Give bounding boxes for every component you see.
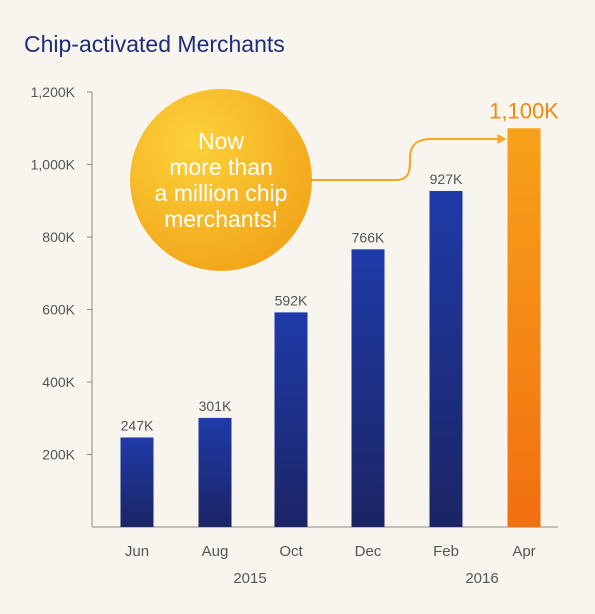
- year-label: 2015: [233, 570, 266, 587]
- bars: [120, 128, 541, 527]
- data-labels: 247K 301K 592K 766K 927K 1,100K: [121, 98, 560, 433]
- callout-text-line: more than: [169, 154, 273, 180]
- callout-text-line: Now: [198, 128, 244, 154]
- data-label: 1,100K: [489, 98, 559, 123]
- y-tick-label: 200K: [42, 447, 75, 463]
- callout-arrow-line: [309, 138, 504, 181]
- x-tick-label: Dec: [355, 543, 382, 560]
- y-tick-label: 1,000K: [31, 157, 76, 173]
- year-label: 2016: [465, 570, 498, 587]
- callout-bubble: [130, 89, 312, 271]
- y-tick-label: 800K: [42, 229, 75, 245]
- bar-feb: [429, 190, 463, 527]
- data-label: 592K: [275, 292, 308, 308]
- data-label: 301K: [199, 398, 232, 414]
- bar-aug: [198, 417, 232, 527]
- x-tick-label: Feb: [433, 543, 459, 560]
- chart-title: Chip-activated Merchants: [24, 31, 285, 57]
- x-tick-label: Apr: [512, 543, 535, 560]
- callout-text-line: merchants!: [164, 206, 278, 232]
- data-label: 927K: [430, 171, 463, 187]
- callout-text-line: a million chip: [155, 180, 288, 206]
- data-label: 766K: [352, 229, 385, 245]
- y-tick-label: 1,200K: [31, 84, 76, 100]
- bar-dec: [351, 249, 385, 527]
- x-tick-label: Jun: [125, 543, 149, 560]
- y-tick-label: 400K: [42, 374, 75, 390]
- x-tick-label: Oct: [279, 543, 303, 560]
- bar-jun: [120, 437, 154, 527]
- bar-oct: [274, 312, 308, 527]
- x-tick-label: Aug: [202, 543, 229, 560]
- bar-apr: [507, 128, 541, 527]
- data-label: 247K: [121, 417, 154, 433]
- y-tick-label: 600K: [42, 302, 75, 318]
- arrow-head-icon: [497, 134, 507, 144]
- axes: 200K 400K 600K 800K 1,000K 1,200K Jun Aug Oct Dec…: [31, 84, 558, 587]
